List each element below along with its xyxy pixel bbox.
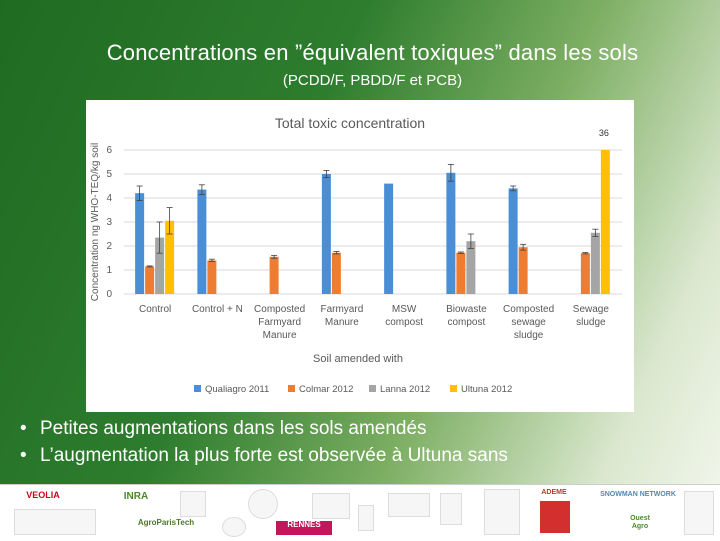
- bar: [145, 266, 155, 294]
- bar: [165, 220, 175, 294]
- bar: [590, 232, 600, 294]
- x-tick-label: Control: [139, 304, 171, 315]
- partner-logo: [312, 493, 350, 519]
- veolia-logo: VEOLIA: [26, 491, 60, 500]
- x-tick-label: Biowaste: [446, 304, 487, 315]
- bar: [207, 260, 217, 294]
- legend-swatch: [194, 385, 201, 392]
- rennes-logo: RENNES: [276, 521, 332, 535]
- y-tick-label: 3: [106, 217, 112, 228]
- bullet-item: • L’augmentation la plus forte est observ…: [20, 445, 508, 467]
- bullet-list: • Petites augmentations dans les sols ame…: [20, 418, 508, 472]
- x-tick-label: Manure: [325, 317, 359, 328]
- legend-label: Lanna 2012: [380, 384, 430, 395]
- bar: [269, 256, 279, 294]
- x-tick-label: Farmyard: [320, 304, 363, 315]
- bar: [456, 252, 466, 294]
- partner-logo: [248, 489, 278, 519]
- bar: [600, 150, 610, 294]
- legend-label: Ultuna 2012: [461, 384, 512, 395]
- x-tick-label: sludge: [514, 330, 544, 341]
- bullet-item: • Petites augmentations dans les sols ame…: [20, 418, 508, 440]
- legend-label: Colmar 2012: [299, 384, 353, 395]
- bar: [197, 189, 207, 294]
- partner-logo: [180, 491, 206, 517]
- bar-chart: Total toxic concentration 0 1 2 3 4 5 6 Concentr…: [90, 115, 622, 395]
- agroparistech-logo: AgroParisTech: [137, 519, 195, 527]
- bar: [135, 193, 145, 294]
- bar-annotation: 36: [599, 128, 609, 138]
- y-tick-label: 4: [106, 193, 112, 204]
- slide-title: Concentrations en ”équivalent toxiques” …: [106, 40, 639, 65]
- x-tick-label: sewage: [511, 317, 546, 328]
- y-tick-label: 5: [106, 169, 112, 180]
- legend-swatch: [288, 385, 295, 392]
- x-tick-label: Composted: [254, 304, 305, 315]
- inra-logo: INRA: [123, 491, 149, 502]
- partner-logo: [440, 493, 462, 525]
- snowman-network-logo: SNOWMAN NETWORK: [600, 491, 676, 498]
- partner-logo: [358, 505, 374, 531]
- bar: [321, 174, 331, 294]
- x-tick-label: Manure: [263, 330, 297, 341]
- bar: [580, 253, 590, 294]
- legend-swatch: [450, 385, 457, 392]
- ademe-logo: ADEME: [541, 489, 567, 496]
- x-tick-label: Sewage: [573, 304, 610, 315]
- bar: [331, 252, 341, 294]
- legend-swatch: [369, 385, 376, 392]
- partner-logo: [388, 493, 430, 517]
- x-tick-label: Composted: [503, 304, 554, 315]
- x-tick-label: compost: [447, 317, 485, 328]
- partner-logo-strip: VEOLIA INRA AgroParisTech RENNES ADEME S…: [0, 484, 720, 541]
- bar: [466, 241, 476, 294]
- x-tick-label: MSW: [392, 304, 417, 315]
- chart-container: Total toxic concentration 0 1 2 3 4 5 6 Concentr…: [86, 100, 634, 412]
- partner-logo: [684, 491, 714, 535]
- bar: [446, 172, 456, 294]
- bullet-text: L’augmentation la plus forte est observé…: [40, 445, 508, 466]
- ouest-agro-logo: Ouest Agro: [630, 515, 650, 530]
- x-axis-label: Soil amended with: [313, 353, 403, 365]
- x-tick-label: Farmyard: [258, 317, 301, 328]
- x-tick-label: Control + N: [192, 304, 243, 315]
- partner-logo: [222, 517, 246, 537]
- bullet-dot-icon: •: [20, 445, 27, 466]
- y-tick-label: 1: [106, 265, 112, 276]
- x-tick-label: compost: [385, 317, 423, 328]
- bar: [155, 237, 165, 294]
- y-axis-label: Concentration ng WHO-TEQ/kg soil: [90, 143, 101, 301]
- y-tick-label: 2: [106, 241, 112, 252]
- ademe-emblem: [540, 501, 570, 533]
- bullet-text: Petites augmentations dans les sols amen…: [40, 418, 427, 439]
- slide-subtitle: (PCDD/F, PBDD/F et PCB): [282, 72, 463, 89]
- x-tick-label: sludge: [576, 317, 606, 328]
- bar: [384, 183, 394, 294]
- bar: [518, 247, 528, 294]
- y-tick-label: 0: [106, 289, 112, 300]
- bullet-dot-icon: •: [20, 418, 27, 439]
- legend-label: Qualiagro 2011: [205, 384, 269, 395]
- partner-logo: [484, 489, 520, 535]
- sponsor-logo: [14, 509, 96, 535]
- y-tick-label: 6: [106, 145, 112, 156]
- bar: [508, 188, 518, 294]
- chart-title: Total toxic concentration: [275, 115, 425, 131]
